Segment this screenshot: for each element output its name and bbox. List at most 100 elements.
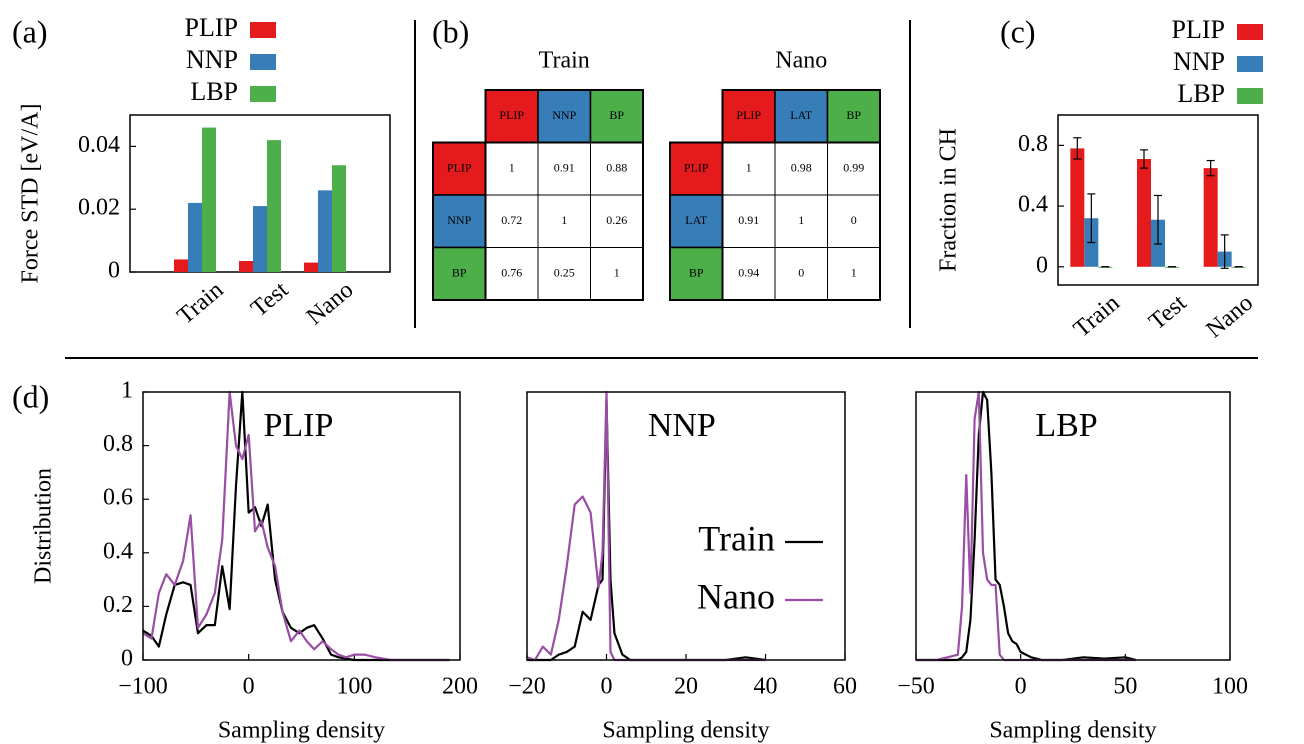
cell-value: 0.25 — [554, 266, 575, 280]
column-header: BP — [609, 108, 624, 122]
y-tick-label: 0 — [108, 258, 120, 284]
plot-title: PLIP — [263, 407, 333, 444]
legend-swatch — [1237, 56, 1263, 72]
line — [916, 390, 1137, 662]
y-tick-label: 0.02 — [78, 195, 120, 221]
axes-frame — [526, 391, 846, 661]
x-tick-label: Nano — [302, 277, 359, 330]
cell — [590, 247, 644, 301]
x-tick-label: Nano — [1202, 290, 1259, 343]
panel-label: (c) — [1000, 13, 1036, 49]
x-tick-label: Test — [1144, 290, 1191, 336]
x-tick-label: 0 — [1015, 674, 1027, 700]
row-header: NNP — [447, 213, 471, 227]
x-tick-label: 200 — [442, 674, 478, 700]
bar — [239, 261, 253, 272]
row-header: BP — [452, 266, 467, 280]
y-axis-label: Distribution — [31, 468, 57, 584]
axes-frame — [915, 391, 1231, 661]
axes-frame — [142, 391, 461, 661]
x-tick-label: 50 — [1113, 674, 1137, 700]
y-tick-label: 0.8 — [1018, 131, 1048, 157]
x-axis-label: Sampling density — [989, 718, 1156, 744]
matrix-title: Nano — [775, 48, 827, 74]
legend-swatch — [250, 86, 276, 102]
legend-label: LBP — [190, 77, 238, 106]
x-tick-label: Train — [1069, 290, 1125, 343]
column-header: BP — [846, 108, 861, 122]
cell-value: 1 — [561, 213, 567, 227]
bar — [202, 127, 216, 272]
x-tick-label: −50 — [897, 674, 935, 700]
cell-value: 0.91 — [738, 213, 759, 227]
x-tick-label: 0 — [243, 674, 255, 700]
y-tick-label: 0.4 — [1018, 192, 1048, 218]
bar — [174, 259, 188, 272]
plot-title: LBP — [1035, 407, 1097, 444]
legend-label: Nano — [697, 576, 775, 616]
y-tick-label: 1 — [121, 378, 133, 404]
cell — [827, 194, 881, 248]
bar — [267, 140, 281, 272]
row-header: PLIP — [447, 161, 472, 175]
cell-value: 1 — [851, 266, 857, 280]
legend-label: PLIP — [1172, 15, 1225, 44]
cell-value: 0.91 — [554, 161, 575, 175]
line — [142, 390, 450, 662]
cell — [827, 247, 881, 301]
x-tick-label: −20 — [508, 674, 546, 700]
line — [916, 390, 1136, 662]
cell-value: 1 — [509, 161, 515, 175]
x-tick-label: Train — [173, 277, 229, 330]
bar — [188, 202, 202, 272]
x-tick-label: 100 — [336, 674, 372, 700]
y-axis-label: Fraction in CH — [936, 128, 962, 272]
legend-swatch — [250, 54, 276, 70]
row-header-cell — [669, 246, 724, 301]
row-header: BP — [689, 266, 704, 280]
cell-value: 1 — [746, 161, 752, 175]
column-header: PLIP — [736, 108, 761, 122]
column-header: PLIP — [499, 108, 524, 122]
legend-label: PLIP — [185, 13, 238, 42]
y-tick-label: 0.2 — [103, 592, 133, 618]
cell-value: 0.98 — [791, 161, 812, 175]
cell-value: 0 — [798, 266, 804, 280]
bar — [253, 206, 267, 272]
cell — [537, 142, 591, 196]
cell — [537, 194, 591, 248]
legend-label: NNP — [186, 45, 238, 74]
cell — [774, 247, 828, 301]
column-header: NNP — [552, 108, 576, 122]
x-tick-label: 100 — [1212, 674, 1248, 700]
cell-value: 0.94 — [738, 266, 759, 280]
plot-title: NNP — [648, 407, 716, 444]
x-tick-label: Test — [246, 277, 293, 323]
y-tick-label: 0.6 — [103, 485, 133, 511]
legend-swatch — [250, 22, 276, 38]
y-tick-label: 0.4 — [103, 538, 133, 564]
y-axis-label: Force STD [eV/A] — [18, 104, 44, 284]
panel-label: (a) — [12, 13, 48, 49]
cell-value: 0 — [851, 213, 857, 227]
cell — [485, 247, 539, 301]
legend-label: NNP — [1173, 47, 1225, 76]
panel-label: (d) — [12, 378, 49, 414]
x-tick-label: −100 — [118, 674, 168, 700]
matrix-border — [432, 141, 644, 301]
row-header-cell — [432, 141, 487, 196]
x-tick-label: 40 — [754, 674, 778, 700]
cell — [722, 247, 776, 301]
cell-value: 0.26 — [606, 213, 627, 227]
x-tick-label: 60 — [833, 674, 857, 700]
legend-swatch — [1237, 24, 1263, 40]
y-tick-label: 0 — [121, 646, 133, 672]
matrix-title: Train — [539, 48, 590, 74]
column-header: LAT — [790, 108, 813, 122]
x-tick-label: 20 — [674, 674, 698, 700]
x-axis-label: Sampling density — [218, 718, 385, 744]
cell — [537, 247, 591, 301]
bar — [1070, 148, 1085, 267]
cell-value: 0.72 — [501, 213, 522, 227]
